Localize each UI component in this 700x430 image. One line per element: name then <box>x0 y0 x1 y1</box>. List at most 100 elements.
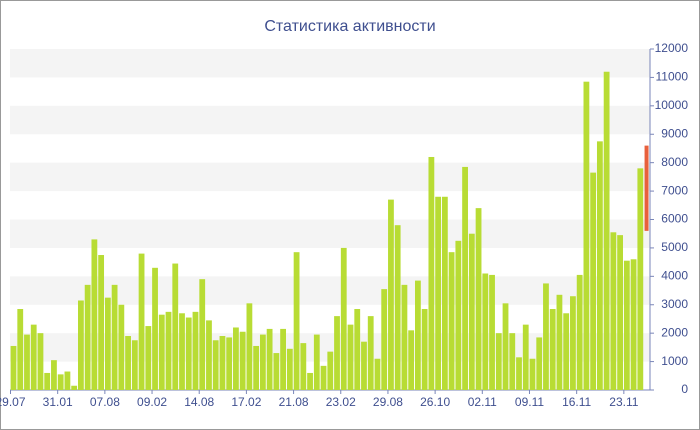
bar <box>435 196 442 390</box>
bar <box>536 337 543 390</box>
grid-band <box>10 219 650 248</box>
bar <box>576 274 583 390</box>
y-tick-label: 10000 <box>655 98 689 112</box>
bar <box>522 324 529 390</box>
bar <box>381 289 388 390</box>
bar <box>64 371 71 390</box>
bar <box>91 239 98 390</box>
bar <box>300 343 307 390</box>
bar <box>307 372 313 390</box>
chart-title: Статистика активности <box>264 18 435 35</box>
bar <box>246 303 253 390</box>
x-tick-label: 07.08 <box>90 395 120 409</box>
bar <box>253 345 260 390</box>
bar <box>165 311 172 390</box>
bar <box>502 303 509 390</box>
x-tick-label: 23.02 <box>326 395 356 409</box>
x-tick-label: 14.08 <box>184 395 214 409</box>
bar <box>273 353 280 390</box>
bar <box>468 233 475 390</box>
bar <box>185 317 192 390</box>
bar <box>78 300 84 390</box>
x-tick-label: 26.10 <box>420 395 450 409</box>
bar <box>596 141 603 390</box>
bar <box>104 297 111 390</box>
x-tick-label: 31.01 <box>43 395 73 409</box>
bar <box>556 294 563 390</box>
bar <box>455 240 462 390</box>
bar <box>145 326 152 390</box>
x-tick-label: 29.07 <box>0 395 26 409</box>
bar <box>192 311 199 390</box>
bar <box>266 328 273 390</box>
y-tick-label: 2000 <box>661 325 688 339</box>
bar <box>570 296 576 390</box>
bar <box>259 334 266 390</box>
bar <box>549 309 556 390</box>
bar <box>367 316 374 390</box>
bar <box>516 357 522 390</box>
bar <box>462 166 468 390</box>
bar <box>138 253 145 390</box>
bar <box>158 314 165 390</box>
grid-band <box>10 162 650 192</box>
bar <box>57 374 64 390</box>
bar <box>17 309 24 390</box>
grid-band <box>10 49 650 78</box>
bar <box>280 328 286 390</box>
highlight-range <box>644 145 649 231</box>
bar <box>44 372 51 390</box>
y-tick-label: 6000 <box>661 212 688 226</box>
bar <box>448 252 455 390</box>
bar <box>408 330 415 390</box>
bar <box>623 260 630 390</box>
bar <box>421 309 428 390</box>
y-tick-label: 1000 <box>661 354 688 368</box>
y-tick-label: 9000 <box>661 126 688 140</box>
bar <box>603 71 610 390</box>
bar <box>495 333 502 390</box>
bar <box>152 267 158 390</box>
y-tick-label: 12000 <box>655 41 689 55</box>
bar <box>206 320 212 390</box>
x-tick-label: 21.08 <box>279 395 309 409</box>
bar <box>610 232 617 390</box>
bar <box>482 273 489 390</box>
bar <box>10 345 17 390</box>
bar <box>131 340 138 390</box>
bar <box>630 259 637 390</box>
bar <box>509 333 516 390</box>
bar <box>334 316 340 390</box>
y-tick-label: 5000 <box>661 240 688 254</box>
bar <box>347 324 354 390</box>
bar <box>529 358 536 390</box>
bar <box>30 324 37 390</box>
bar <box>394 225 401 390</box>
x-tick-label: 17.02 <box>231 395 261 409</box>
bar <box>71 385 78 390</box>
bar <box>172 263 179 390</box>
bar <box>51 360 57 390</box>
bar <box>617 235 623 390</box>
bar <box>388 199 394 390</box>
y-tick-label: 4000 <box>661 269 688 283</box>
bar <box>415 280 421 390</box>
y-tick-label: 11000 <box>656 70 689 84</box>
bar <box>590 172 597 390</box>
bar <box>24 334 30 390</box>
bar <box>125 336 131 390</box>
bar <box>401 284 408 390</box>
bar <box>543 283 549 390</box>
y-tick-label: 0 <box>681 382 688 396</box>
bar <box>199 279 206 390</box>
x-tick-label: 02.11 <box>468 395 497 409</box>
bar <box>361 341 367 390</box>
y-tick-label: 3000 <box>661 297 688 311</box>
bar <box>233 327 239 390</box>
bar <box>37 333 44 390</box>
bar <box>239 331 246 390</box>
bar <box>475 208 482 390</box>
bar <box>583 81 590 390</box>
bar <box>428 156 435 390</box>
